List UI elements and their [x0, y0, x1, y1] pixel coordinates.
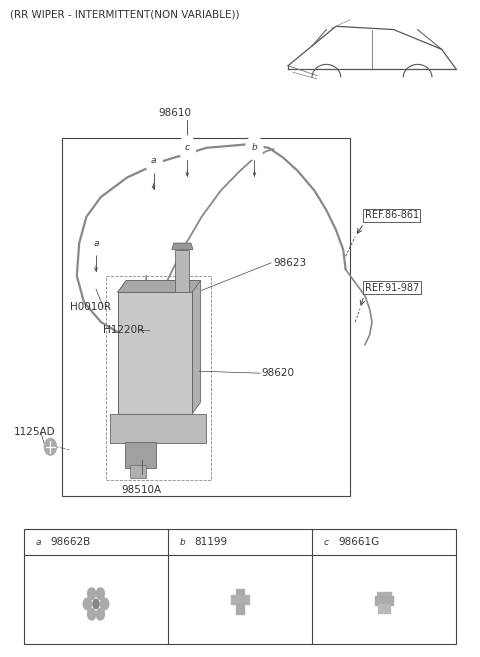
Text: c: c	[324, 537, 329, 547]
Circle shape	[87, 608, 96, 621]
Circle shape	[44, 438, 57, 455]
Circle shape	[83, 597, 92, 610]
Circle shape	[32, 533, 45, 551]
Text: REF.91-987: REF.91-987	[365, 283, 419, 293]
Text: a: a	[93, 238, 99, 248]
Bar	[110, 414, 206, 443]
Circle shape	[246, 136, 263, 160]
Text: 81199: 81199	[194, 537, 228, 547]
Text: b: b	[252, 143, 257, 152]
Text: b: b	[180, 537, 185, 547]
Text: 98510A: 98510A	[121, 485, 162, 495]
Text: 1125AD: 1125AD	[13, 427, 55, 438]
Text: 98662B: 98662B	[50, 537, 91, 547]
Circle shape	[176, 533, 189, 551]
Circle shape	[179, 136, 196, 160]
Bar	[62, 138, 350, 496]
Bar	[130, 465, 146, 478]
Circle shape	[92, 599, 100, 609]
Text: 98620: 98620	[262, 368, 295, 378]
Bar	[118, 292, 192, 414]
Circle shape	[145, 149, 162, 173]
Circle shape	[320, 533, 333, 551]
Circle shape	[87, 231, 105, 255]
Bar	[24, 529, 456, 644]
Text: 98623: 98623	[274, 258, 307, 268]
Bar	[106, 276, 211, 480]
Bar	[125, 442, 156, 468]
Circle shape	[87, 587, 96, 600]
Polygon shape	[118, 281, 201, 414]
Text: 98661G: 98661G	[338, 537, 380, 547]
Text: a: a	[36, 537, 41, 547]
Text: H0010R: H0010R	[70, 302, 110, 312]
Text: a: a	[151, 156, 156, 166]
Circle shape	[96, 608, 105, 621]
Text: 98610: 98610	[159, 108, 192, 118]
Text: REF.86-861: REF.86-861	[365, 210, 419, 221]
Polygon shape	[172, 243, 193, 250]
Circle shape	[96, 587, 105, 600]
Bar	[175, 250, 189, 292]
Text: (RR WIPER - INTERMITTENT(NON VARIABLE)): (RR WIPER - INTERMITTENT(NON VARIABLE))	[10, 10, 239, 20]
Circle shape	[100, 597, 109, 610]
Text: H1220R: H1220R	[103, 325, 144, 336]
Polygon shape	[118, 281, 201, 292]
Text: c: c	[185, 143, 190, 152]
